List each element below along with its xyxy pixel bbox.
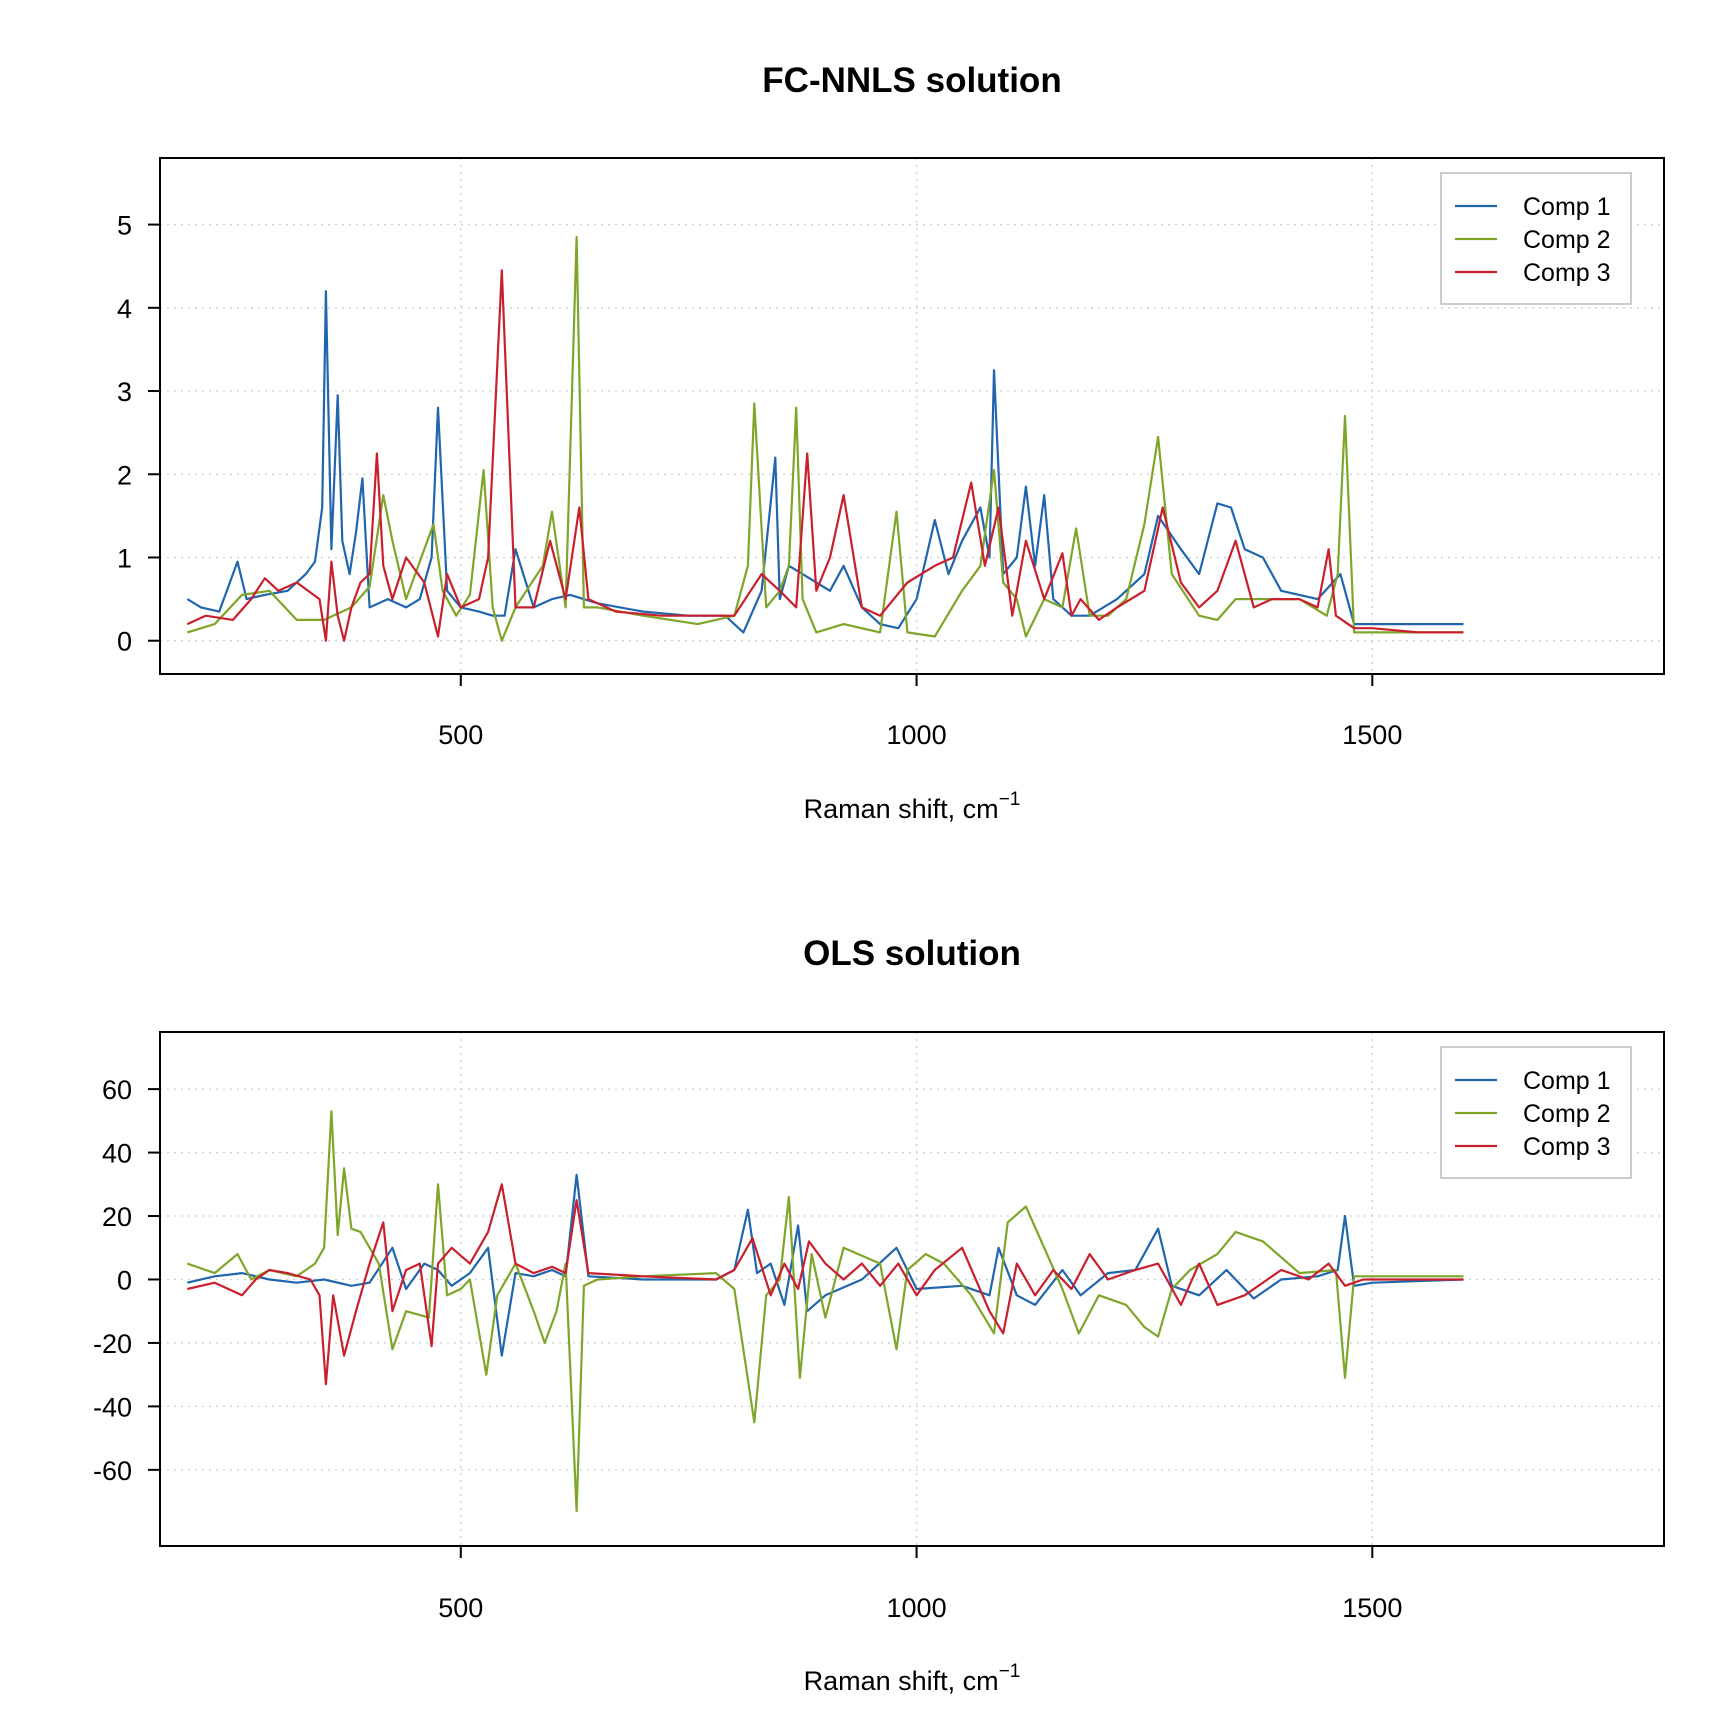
y-tick-label: 60: [102, 1075, 132, 1105]
x-axis-label-main: Raman shift, cm: [804, 1666, 999, 1696]
legend-label-comp-1: Comp 1: [1523, 1067, 1611, 1095]
plot-frame: [159, 157, 1665, 675]
series-line-comp-1: [187, 1173, 1464, 1357]
x-tick-label: 1500: [1342, 720, 1402, 750]
y-tick-label: -20: [93, 1329, 132, 1359]
x-tick-label: 1500: [1342, 1593, 1402, 1623]
series-line-comp-2: [186, 236, 1464, 642]
x-axis-label-superscript: −1: [999, 789, 1021, 810]
y-tick-label: 3: [117, 377, 132, 407]
legend-label-comp-3: Comp 3: [1523, 259, 1611, 287]
y-tick-label: 2: [117, 460, 132, 490]
y-tick-label: 0: [117, 1265, 132, 1295]
series-line-comp-1: [186, 290, 1464, 634]
series-line-comp-2: [186, 1110, 1464, 1513]
x-tick-label: 1000: [887, 1593, 947, 1623]
x-tick-label: 1000: [887, 720, 947, 750]
panel-fc-nnls: FC-NNLS solution 500 1000 1500 0 1 2 3 4 5 Raman s…: [117, 61, 1665, 824]
legend-label-comp-3: Comp 3: [1523, 1133, 1611, 1161]
x-tick-label: 500: [438, 720, 483, 750]
series-line-comp-3: [186, 269, 1464, 642]
y-tick-label: 4: [117, 294, 132, 324]
chart-title: FC-NNLS solution: [762, 61, 1061, 100]
panel-ols: OLS solution 500 1000 1500 -60 -40 -20 0 20 40 60 R…: [93, 934, 1665, 1696]
y-tick-label: 0: [117, 627, 132, 657]
legend-label-comp-2: Comp 2: [1523, 1100, 1611, 1128]
plot-frame: [159, 1031, 1665, 1547]
x-axis-label-main: Raman shift, cm: [804, 794, 999, 824]
grid: [160, 158, 1664, 674]
y-tick-label: 20: [102, 1202, 132, 1232]
y-tick-label: 1: [117, 543, 132, 573]
series-line-comp-3: [187, 1183, 1464, 1386]
legend: Comp 1 Comp 2 Comp 3: [1440, 172, 1632, 305]
x-axis-label: Raman shift, cm−1: [804, 789, 1021, 824]
y-tick-label: 40: [102, 1139, 132, 1169]
y-tick-label: -40: [93, 1392, 132, 1422]
y-tick-label: 5: [117, 211, 132, 241]
x-axis-label: Raman shift, cm−1: [804, 1661, 1021, 1696]
x-axis-label-superscript: −1: [999, 1661, 1021, 1682]
y-tick-label: -60: [93, 1456, 132, 1486]
x-tick-label: 500: [438, 1593, 483, 1623]
legend: Comp 1 Comp 2 Comp 3: [1440, 1046, 1632, 1179]
chart-title: OLS solution: [803, 934, 1021, 973]
legend-label-comp-1: Comp 1: [1523, 193, 1611, 221]
legend-label-comp-2: Comp 2: [1523, 226, 1611, 254]
